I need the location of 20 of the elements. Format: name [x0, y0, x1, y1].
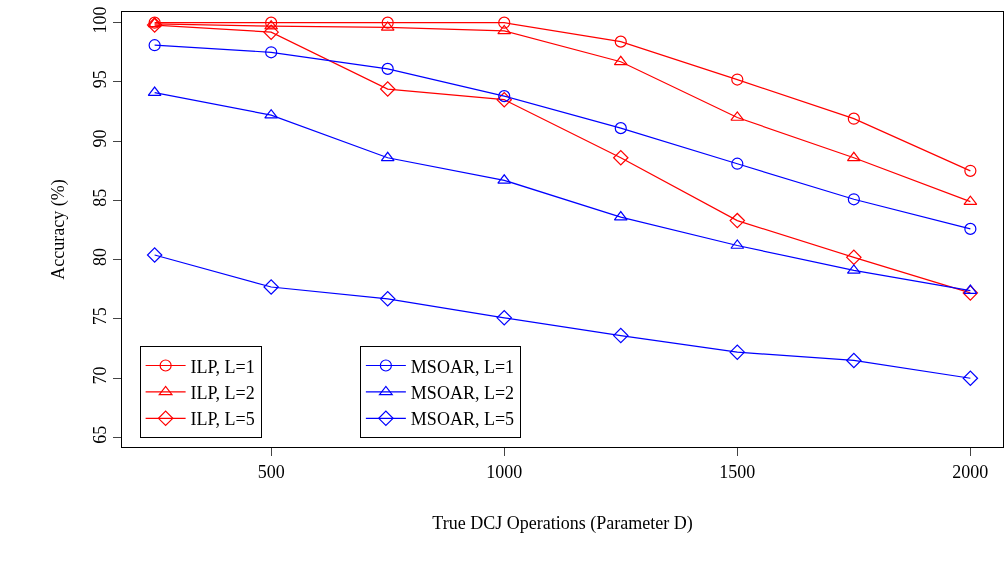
x-tick-label: 500	[257, 461, 285, 482]
legend-label: ILP, L=1	[190, 356, 255, 377]
y-tick-label: 100	[89, 6, 110, 34]
y-tick-label: 65	[89, 425, 110, 444]
legend-label: MSOAR, L=1	[410, 356, 515, 377]
y-axis-title: Accuracy (%)	[48, 179, 69, 280]
y-tick-label: 85	[89, 188, 110, 207]
x-tick-label: 1000	[486, 461, 523, 482]
legend-label: ILP, L=5	[190, 409, 255, 430]
x-tick-label: 1500	[719, 461, 756, 482]
y-tick-label: 90	[89, 129, 110, 148]
y-tick-label: 75	[89, 307, 110, 326]
y-tick-label: 70	[89, 366, 110, 385]
y-tick-label: 80	[89, 248, 110, 267]
legend-label: ILP, L=2	[190, 382, 255, 403]
legend-label: MSOAR, L=5	[410, 409, 515, 430]
y-tick-label: 95	[89, 70, 110, 89]
x-tick-label: 2000	[952, 461, 989, 482]
legend-label: MSOAR, L=2	[410, 382, 515, 403]
x-axis-title: True DCJ Operations (Parameter D)	[432, 512, 693, 534]
